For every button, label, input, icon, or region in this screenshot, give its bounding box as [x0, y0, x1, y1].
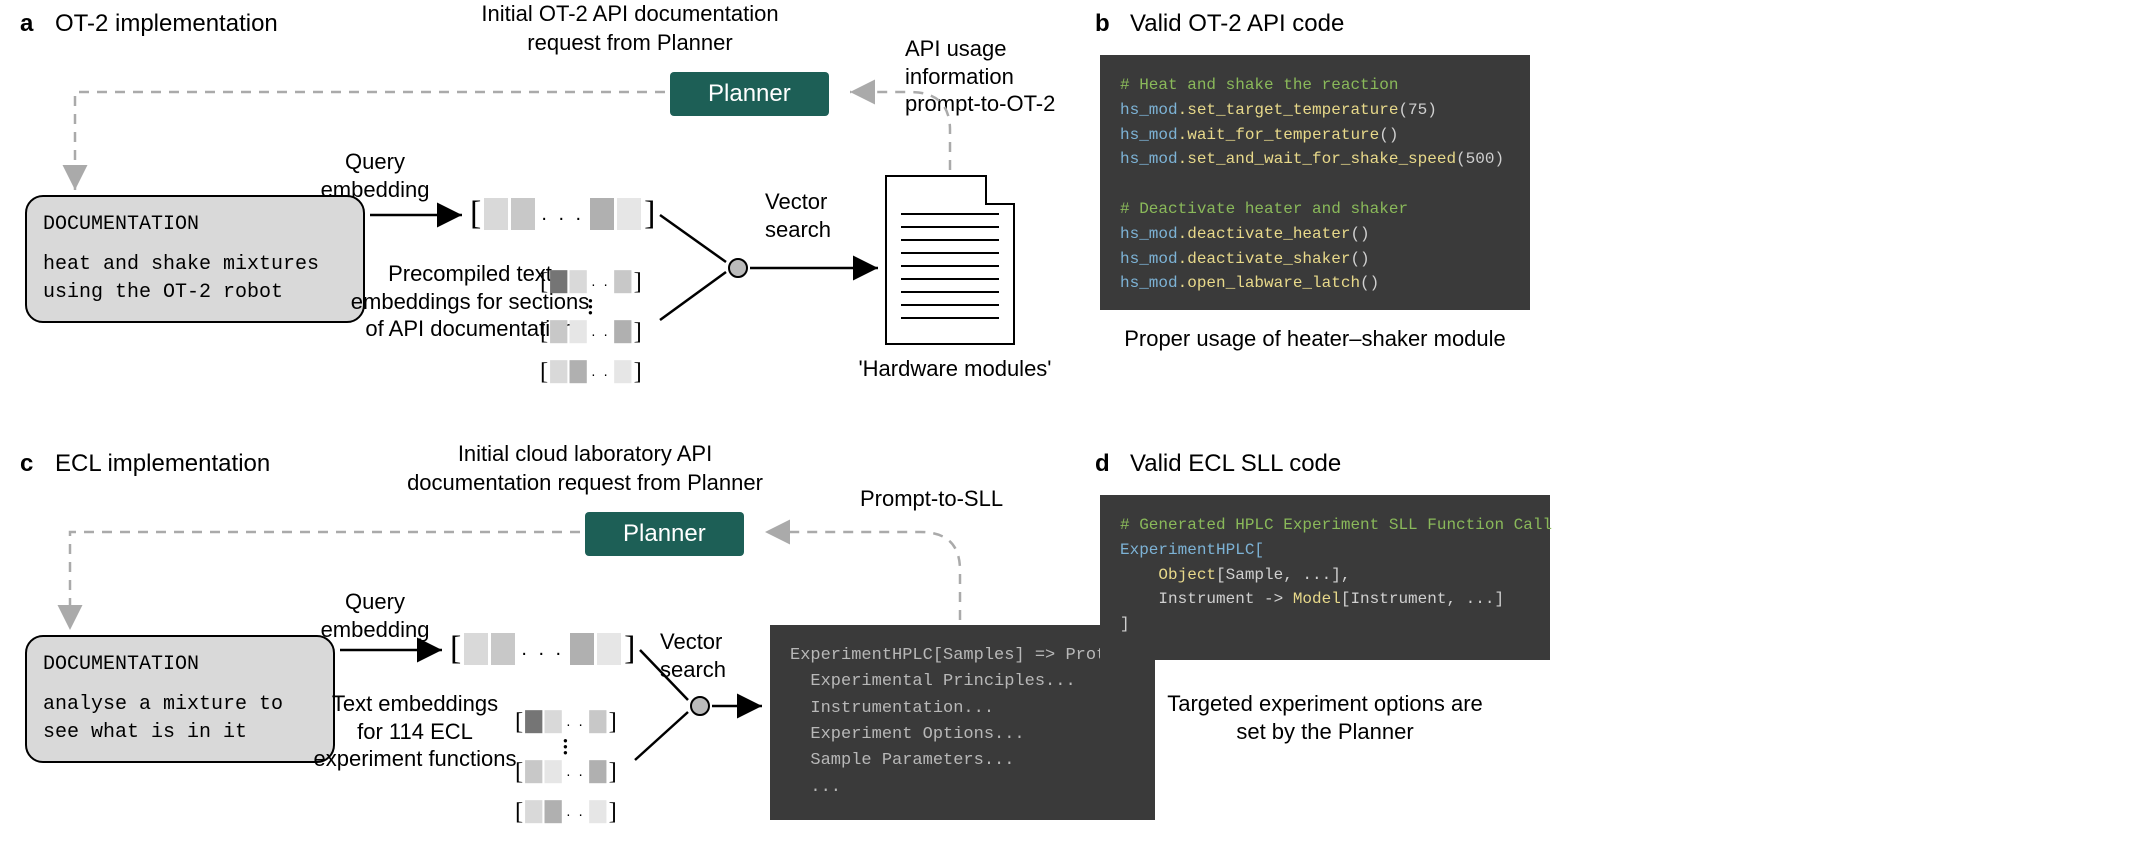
vector-node-c: [690, 696, 710, 716]
hardware-doc-icon: [885, 175, 1015, 345]
panel-b-title: Valid OT-2 API code: [1130, 10, 1344, 38]
doc-vector-a-1: [. .]: [540, 268, 642, 295]
vector-search-label-c: Vector search: [660, 628, 760, 683]
doc-vector-c-3: [. .]: [515, 798, 617, 825]
doc-vector-c-2: [. .]: [515, 758, 617, 785]
panel-d-label: d: [1095, 450, 1110, 478]
query-vector-a: [ . . . ]: [470, 195, 655, 233]
doc-body-a: heat and shake mixtures using the OT-2 r…: [43, 251, 347, 307]
panel-a-label: a: [20, 10, 33, 38]
prompt-sll-label: Prompt-to-SLL: [860, 485, 1060, 513]
doc-body-c: analyse a mixture to see what is in it: [43, 691, 317, 747]
doc-box-a: DOCUMENTATION heat and shake mixtures us…: [25, 195, 365, 323]
doc-box-c: DOCUMENTATION analyse a mixture to see w…: [25, 635, 335, 763]
doc-head-c: DOCUMENTATION: [43, 651, 317, 679]
panel-b-caption: Proper usage of heater–shaker module: [1100, 325, 1530, 353]
query-embedding-label-c: Query embedding: [300, 588, 450, 643]
planner-box-c: Planner: [585, 512, 744, 556]
textemb-label-c: Text embeddings for 114 ECL experiment f…: [300, 690, 530, 773]
panel-c-label: c: [20, 450, 33, 478]
planner-box-a: Planner: [670, 72, 829, 116]
code-box-b: # Heat and shake the reaction hs_mod.set…: [1100, 55, 1530, 310]
result-box-c: ExperimentHPLC[Samples] => Protocol Expe…: [770, 625, 1155, 820]
query-embedding-label-a: Query embedding: [300, 148, 450, 203]
panel-d-caption: Targeted experiment options are set by t…: [1100, 690, 1550, 745]
vector-node-a: [728, 258, 748, 278]
hardware-modules-label: 'Hardware modules': [840, 355, 1070, 383]
panel-c-title: ECL implementation: [55, 450, 270, 478]
doc-vector-a-2: [. .]: [540, 318, 642, 345]
api-usage-label: API usage information prompt-to-OT-2: [905, 35, 1085, 118]
query-vector-c: [ . . . ]: [450, 630, 635, 668]
code-box-d: # Generated HPLC Experiment SLL Function…: [1100, 495, 1550, 660]
doc-vector-c-1: [. .]: [515, 708, 617, 735]
vdots-a: ●●●: [588, 298, 593, 316]
panel-d-title: Valid ECL SLL code: [1130, 450, 1341, 478]
doc-vector-a-3: [. .]: [540, 358, 642, 385]
vdots-c: ●●●: [563, 738, 568, 756]
vector-search-label-a: Vector search: [765, 188, 865, 243]
panel-a-toptext: Initial OT-2 API documentation request f…: [415, 0, 845, 57]
panel-a-title: OT-2 implementation: [55, 10, 278, 38]
panel-c-toptext: Initial cloud laboratory API documentati…: [360, 440, 810, 497]
panel-b-label: b: [1095, 10, 1110, 38]
doc-head-a: DOCUMENTATION: [43, 211, 347, 239]
